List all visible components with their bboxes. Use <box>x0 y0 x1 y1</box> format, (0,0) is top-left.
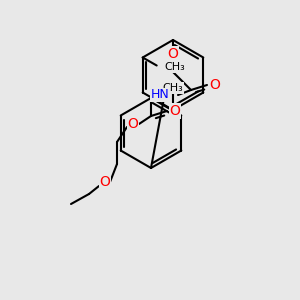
Text: O: O <box>169 104 180 118</box>
Text: CH₃: CH₃ <box>163 83 183 93</box>
Text: O: O <box>168 47 178 61</box>
Text: HN: HN <box>150 88 169 101</box>
Text: CH₃: CH₃ <box>165 62 185 73</box>
Text: O: O <box>128 117 138 131</box>
Text: O: O <box>100 175 110 189</box>
Text: O: O <box>210 78 220 92</box>
